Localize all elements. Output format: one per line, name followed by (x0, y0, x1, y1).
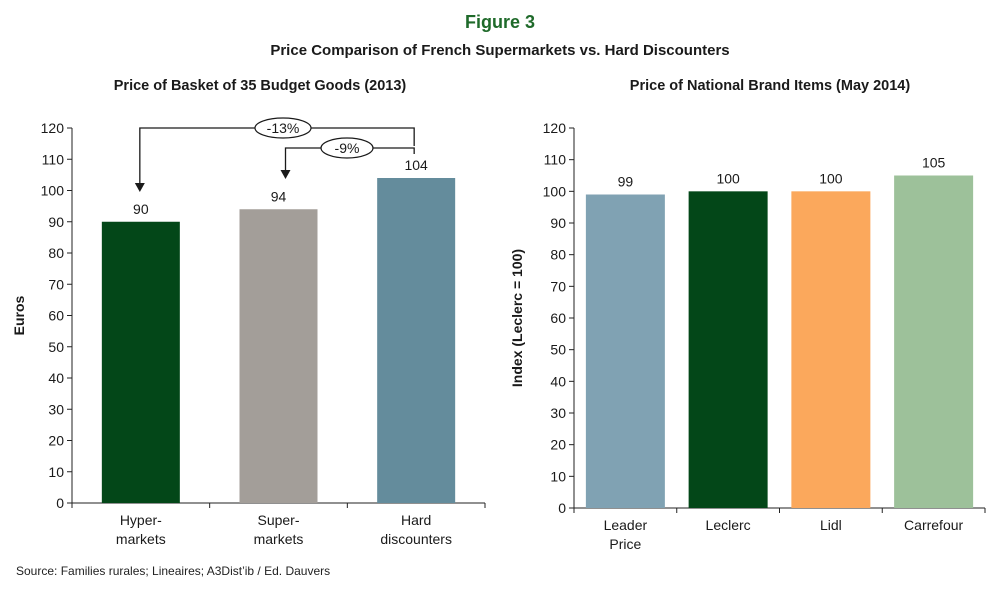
chart-2-data-label: 105 (922, 155, 946, 171)
chart-2-bar (688, 191, 768, 509)
chart-2-category-label: Lidl (820, 517, 842, 533)
chart-1-y-tick-label: 10 (48, 464, 64, 480)
annotation-13-label: -13% (267, 120, 300, 136)
chart-2-bar (791, 191, 871, 509)
chart-2-y-tick-label: 0 (558, 500, 566, 516)
chart-1-category-label: Hard (401, 512, 431, 528)
figure-title: Price Comparison of French Supermarkets … (270, 42, 730, 59)
chart-1-y-tick-label: 30 (48, 401, 64, 417)
chart-2-data-label: 99 (618, 174, 634, 190)
chart-1-y-tick-label: 50 (48, 339, 64, 355)
annotation-13-arrowhead (134, 183, 145, 192)
chart-1-y-tick-label: 110 (42, 151, 65, 167)
chart-2-category-label: Leclerc (706, 517, 751, 533)
chart-2-category-label: Price (609, 536, 641, 552)
figure-label: Figure 3 (464, 12, 535, 32)
chart-1-y-axis-label: Euros (11, 295, 27, 335)
chart-1-data-label: 90 (133, 201, 149, 217)
chart-2-y-tick-label: 80 (550, 247, 566, 263)
chart-1-category-label: markets (254, 531, 304, 547)
chart-1-data-label: 94 (271, 188, 287, 204)
chart-1-y-tick-label: 0 (56, 495, 64, 511)
chart-2-y-tick-label: 30 (550, 405, 566, 421)
annotation-13-bubble (254, 117, 312, 139)
chart-2-y-tick-label: 60 (550, 310, 566, 326)
chart-2-category-label: Carrefour (904, 517, 963, 533)
chart-1-y-tick-label: 100 (41, 183, 65, 199)
chart-2-y-tick-label: 70 (550, 278, 566, 294)
chart-2-y-tick-label: 90 (550, 215, 566, 231)
chart-2-y-tick-label: 10 (550, 468, 566, 484)
chart-1-bar (101, 221, 180, 503)
annotation-9-label: -9% (335, 140, 360, 156)
chart-2-data-label: 100 (819, 170, 843, 186)
chart-1-category-label: Hyper- (120, 512, 162, 528)
chart-1-bar (239, 209, 318, 503)
chart-1-y-tick-label: 70 (48, 276, 64, 292)
chart-1-category-label: discounters (380, 531, 452, 547)
chart-1-y-tick-label: 60 (48, 308, 64, 324)
chart-2-data-label: 100 (716, 170, 740, 186)
chart-2-y-tick-label: 40 (550, 373, 566, 389)
chart-1-y-tick-label: 90 (48, 214, 64, 230)
chart-1-title: Price of Basket of 35 Budget Goods (2013… (113, 78, 407, 94)
chart-2-y-tick-label: 120 (543, 120, 567, 136)
source-note: Source: Families rurales; Lineaires; A3D… (16, 564, 331, 578)
chart-1-category-label: Super- (257, 512, 299, 528)
chart-1-y-tick-label: 120 (41, 120, 65, 136)
chart-1-bar (377, 178, 456, 503)
chart-1-category-label: markets (116, 531, 166, 547)
annotation-9-arrowhead (280, 170, 291, 179)
chart-2-bar (585, 194, 665, 508)
chart-2-y-tick-label: 110 (544, 152, 567, 168)
chart-2-category-label: Leader (604, 517, 648, 533)
chart-2-y-tick-label: 100 (543, 183, 567, 199)
chart-1-y-tick-label: 80 (48, 245, 64, 261)
chart-2-y-tick-label: 20 (550, 437, 566, 453)
annotation-9-bubble (320, 137, 374, 159)
chart-2-y-axis-label: Index (Leclerc = 100) (509, 249, 525, 387)
chart-1-y-tick-label: 40 (48, 370, 64, 386)
chart-2-y-tick-label: 50 (550, 342, 566, 358)
chart-2-title: Price of National Brand Items (May 2014) (629, 78, 911, 94)
chart-1-y-tick-label: 20 (48, 433, 64, 449)
chart-2-bar (894, 175, 974, 508)
chart-1-data-label: 104 (404, 157, 428, 173)
